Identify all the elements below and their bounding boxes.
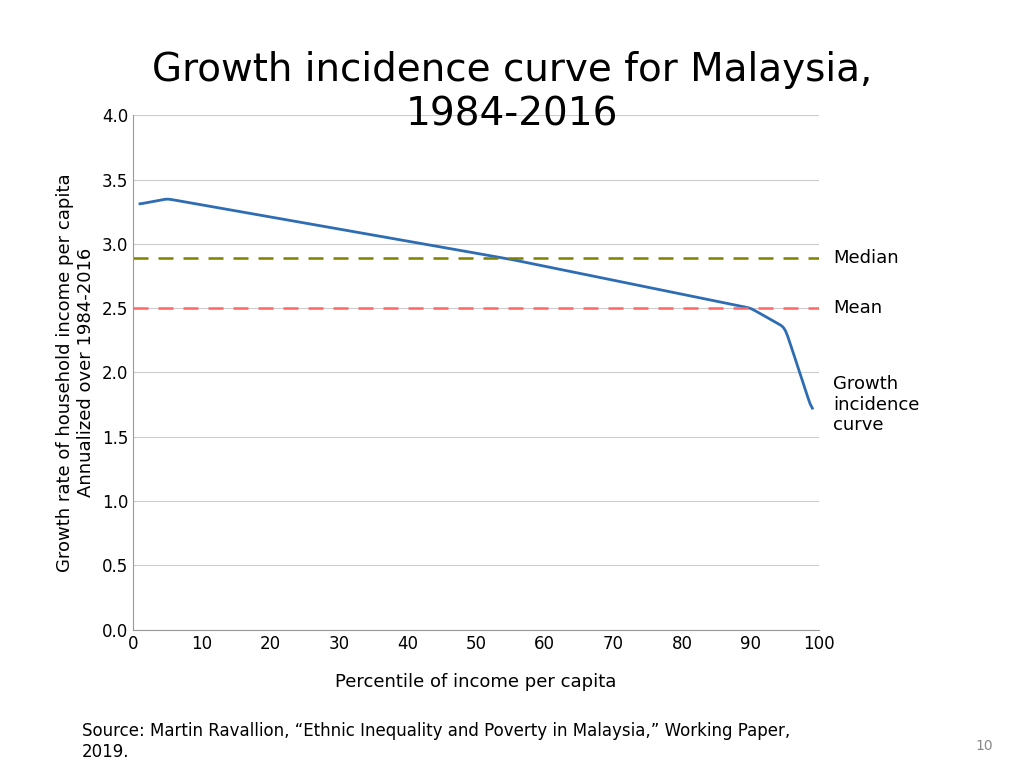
- Y-axis label: Growth rate of household income per capita
Annualized over 1984-2016: Growth rate of household income per capi…: [56, 173, 95, 572]
- Text: Growth
incidence
curve: Growth incidence curve: [833, 375, 920, 435]
- Text: 10: 10: [976, 739, 993, 753]
- X-axis label: Percentile of income per capita: Percentile of income per capita: [336, 674, 616, 691]
- Text: Median: Median: [833, 249, 898, 267]
- Text: Source: Martin Ravallion, “Ethnic Inequality and Poverty in Malaysia,” Working P: Source: Martin Ravallion, “Ethnic Inequa…: [82, 722, 791, 761]
- Text: Growth incidence curve for Malaysia,
1984-2016: Growth incidence curve for Malaysia, 198…: [152, 51, 872, 133]
- Text: Mean: Mean: [833, 300, 882, 317]
